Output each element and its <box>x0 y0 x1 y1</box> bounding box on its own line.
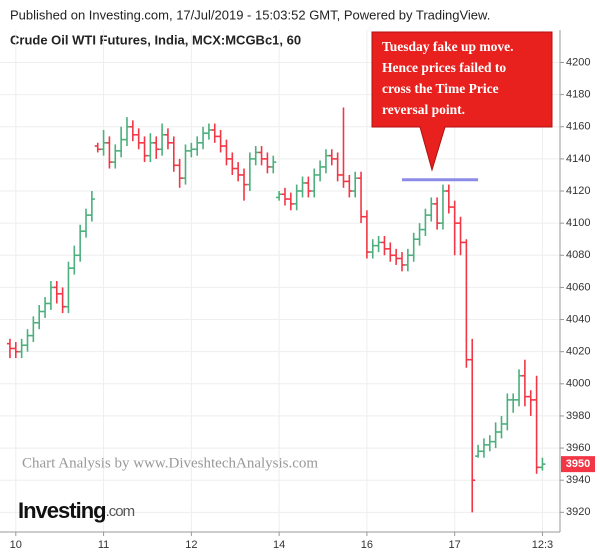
x-tick-label: 11 <box>98 539 109 551</box>
y-tick-label: 4160 <box>566 121 590 133</box>
y-tick-label: 4040 <box>566 313 590 325</box>
callout-line: reversal point. <box>382 102 465 117</box>
logo: Investing.com <box>18 498 135 523</box>
x-tick-label: 12 <box>185 539 197 551</box>
last-price-label: 3950 <box>566 458 590 470</box>
y-tick-label: 3940 <box>566 474 590 486</box>
last-price-box <box>561 456 595 473</box>
callout-line: cross the Time Price <box>382 81 499 96</box>
x-tick-label: 10 <box>10 539 22 551</box>
y-tick-label: 4080 <box>566 249 590 261</box>
callout-box <box>371 31 553 172</box>
watermark: Chart Analysis by www.DiveshtechAnalysis… <box>22 455 318 471</box>
x-tick-label: 17 <box>449 539 461 551</box>
callout-text: Tuesday fake up move. Hence prices failed… <box>382 39 514 117</box>
y-tick-label: 3980 <box>566 410 590 422</box>
y-tick-label: 4120 <box>566 185 590 197</box>
x-tick-label: 16 <box>361 539 373 551</box>
x-tick-label: 12:3 <box>532 539 553 551</box>
plot-area: 3920 3940 3960 3980 4000 4020 4040 4060 4080 4100… <box>0 30 590 551</box>
callout-line: Hence prices failed to <box>382 60 506 75</box>
callout-line: Tuesday fake up move. <box>382 39 514 54</box>
y-tick-label: 4000 <box>566 378 590 390</box>
logo-suffix: .com <box>106 503 135 520</box>
y-tick-label: 3920 <box>566 506 590 518</box>
logo-brand: Investing <box>18 498 106 523</box>
y-tick-label: 4100 <box>566 217 590 229</box>
y-tick-label: 4200 <box>566 56 590 68</box>
header: Published on Investing.com, 17/Jul/2019 … <box>10 7 490 22</box>
y-tick-label: 4180 <box>566 89 590 101</box>
chart-title: Crude Oil WTI Futures, India, MCX:MCGBc1… <box>10 32 301 47</box>
y-tick-label: 4020 <box>566 346 590 358</box>
y-tick-label: 4140 <box>566 153 590 165</box>
x-tick-label: 14 <box>273 539 285 551</box>
y-tick-label: 3960 <box>566 442 590 454</box>
y-tick-label: 4060 <box>566 281 590 293</box>
